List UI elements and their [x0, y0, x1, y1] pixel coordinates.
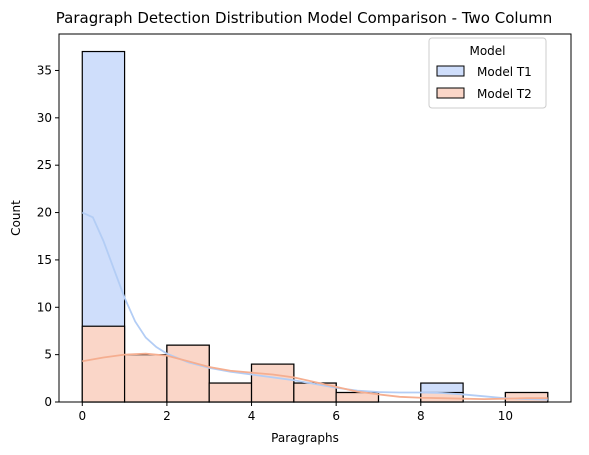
x-tick-label: 4 — [248, 409, 256, 423]
x-tick-label: 10 — [498, 409, 513, 423]
x-axis-label: Paragraphs — [271, 431, 339, 445]
y-tick-label: 25 — [37, 158, 52, 172]
chart-title: Paragraph Detection Distribution Model C… — [56, 9, 552, 27]
bar-model-t2-bin-10 — [504, 391, 549, 403]
legend-swatch-model-t1 — [436, 65, 465, 77]
plot-area — [81, 50, 549, 403]
kde-line-model-t1 — [81, 211, 548, 401]
legend: Model Model T1 Model T2 — [428, 37, 547, 109]
legend-label-model-t2: Model T2 — [477, 87, 532, 101]
y-tick-label: 15 — [37, 253, 52, 267]
legend-title: Model — [469, 44, 505, 58]
y-tick-label: 0 — [44, 395, 52, 409]
bar-model-t2-bin-4 — [250, 363, 295, 403]
x-tick-label: 0 — [78, 409, 86, 423]
y-tick-label: 35 — [37, 63, 52, 77]
bar-model-t2-bin-0 — [81, 325, 126, 403]
bar-model-t2-bin-3 — [208, 382, 253, 403]
bar-model-t2-bin-1 — [123, 354, 168, 403]
legend-swatch-model-t2 — [436, 87, 465, 99]
y-tick-label: 20 — [37, 206, 52, 220]
y-tick-label: 30 — [37, 111, 52, 125]
x-tick-label: 2 — [163, 409, 171, 423]
kde-line-model-t2 — [82, 352, 548, 401]
y-tick-label: 10 — [37, 300, 52, 314]
x-tick-label: 8 — [417, 409, 425, 423]
legend-label-model-t1: Model T1 — [477, 65, 532, 79]
y-axis: 0 5 10 15 20 25 30 35 — [37, 63, 59, 409]
x-tick-label: 6 — [332, 409, 340, 423]
y-axis-label: Count — [9, 200, 23, 236]
bar-model-t2-bin-2 — [166, 344, 210, 403]
x-axis: 0 2 4 6 8 10 — [78, 402, 513, 423]
y-tick-label: 5 — [44, 348, 52, 362]
plot-frame — [58, 33, 572, 403]
